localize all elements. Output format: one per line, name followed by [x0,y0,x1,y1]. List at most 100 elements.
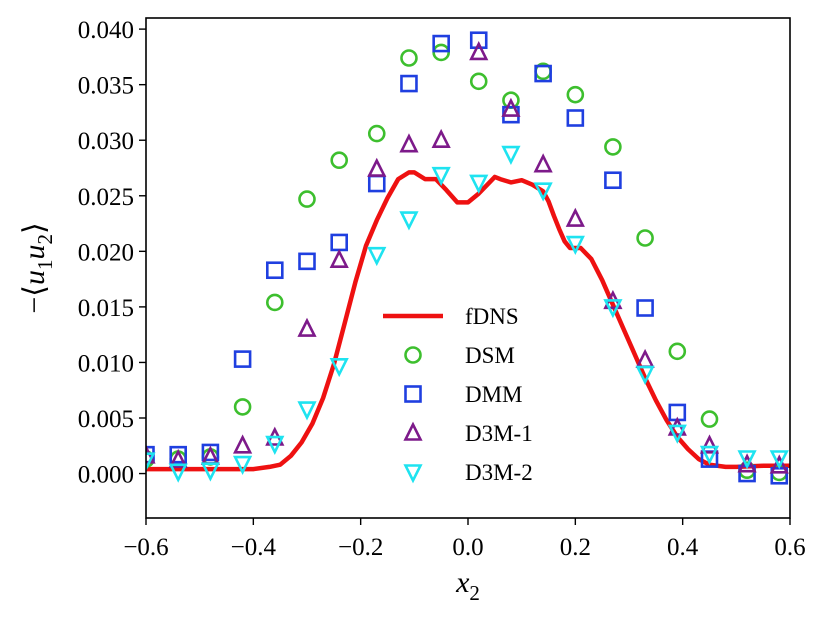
point-d3m-1-1 [168,448,188,469]
legend-label-dmm: DMM [465,382,523,407]
x-tick-label: 0.0 [452,534,483,561]
point-d3m-2-15 [635,365,655,385]
legend-swatch-dsm [404,346,422,364]
legend-label-fdns: fDNS [465,304,519,329]
point-d3m-1-12 [533,153,553,173]
point-dsm-17 [700,410,719,428]
plot-area [146,31,790,485]
point-d3m-2-7 [367,246,387,267]
point-d3m-1-11 [501,97,521,117]
point-d3m-1-3 [232,434,253,454]
legend-label-d3m-2: D3M-2 [465,460,533,485]
point-d3m-2-0 [146,452,156,472]
point-d3m-2-10 [469,174,489,194]
x-tick-label: 0.2 [560,534,591,561]
x-axis-label-sub: 2 [469,581,480,605]
y-axis-label-part: ⟨ [18,285,51,297]
point-dmm-2 [201,443,220,462]
point-d3m-2-1 [168,463,188,483]
point-dmm-4 [265,261,284,280]
point-dmm-1 [169,445,187,464]
y-tick-label: 0.030 [78,128,134,155]
point-dmm-5 [298,252,316,271]
legend-item-dmm: DMM [404,382,523,407]
point-dsm-4 [265,293,284,312]
legend-item-dsm: DSM [404,343,515,368]
point-d3m-1-18 [737,453,757,473]
y-tick-label: 0.020 [78,239,134,266]
y-axis-label-part: u [18,245,51,260]
point-d3m-2-8 [399,211,419,231]
point-dsm-15 [636,229,654,247]
point-dmm-9 [432,34,450,53]
y-axis-label-part: u [18,270,51,285]
point-d3m-1-19 [769,454,789,474]
axes: −0.6 −0.4 −0.2 0.0 0.2 0.4 0.6 0.000 0.005 0.010 0… [18,17,806,605]
legend-item-d3m-2: D3M-2 [403,460,533,485]
point-dsm-8 [400,49,418,67]
y-axis-label-part: 1 [33,260,57,271]
point-d3m-1-9 [431,128,451,149]
x-tick-label: 0.6 [774,534,805,561]
point-d3m-2-14 [603,299,623,319]
x-axis-label: x2 [455,566,480,605]
x-tick-label: −0.2 [338,534,383,561]
point-dsm-7 [367,124,386,143]
point-dsm-16 [668,342,687,361]
y-tick-label: 0.040 [78,17,134,44]
point-dmm-3 [233,350,252,368]
point-dsm-14 [604,138,622,156]
point-d3m-2-9 [431,166,451,187]
series-d3m-2 [146,145,789,483]
y-axis-label-part: − [18,297,51,314]
point-d3m-2-16 [667,424,687,444]
legend: fDNS DSM DMM D3M-1 D3M-2 [383,304,533,485]
point-d3m-1-13 [565,207,585,227]
point-dmm-13 [566,109,585,127]
legend-swatch-d3m-1 [403,421,423,441]
y-axis-label-part: ⟩ [18,222,51,234]
legend-item-d3m-1: D3M-1 [403,421,533,446]
point-dmm-15 [636,299,654,317]
point-d3m-2-2 [200,462,221,482]
point-dmm-7 [367,174,386,193]
y-tick-label: 0.010 [78,350,134,377]
point-d3m-2-18 [737,450,757,470]
series-fdns [146,170,790,472]
point-dsm-6 [330,151,349,170]
point-d3m-2-3 [232,455,253,475]
y-tick-label: 0.015 [78,295,134,322]
point-dsm-13 [566,85,585,104]
point-d3m-1-6 [329,248,349,269]
y-axis-label: −⟨u1u2⟩ [18,222,57,313]
y-tick-label: 0.000 [78,462,134,489]
x-axis-label-base: x [455,566,470,599]
point-d3m-1-10 [469,41,489,61]
legend-item-fdns: fDNS [383,304,519,329]
point-dsm-3 [233,398,252,416]
y-axis-label-part: 2 [33,234,57,245]
point-dmm-6 [330,233,349,252]
x-tick-label: −0.4 [231,534,277,561]
legend-swatch-d3m-2 [403,464,423,484]
point-d3m-1-8 [399,133,419,153]
legend-label-dsm: DSM [465,343,515,368]
point-d3m-2-13 [565,235,585,255]
point-d3m-1-5 [297,317,317,337]
point-d3m-2-6 [329,357,349,378]
line-fdns [146,170,790,472]
series-dsm [146,43,789,482]
point-d3m-2-4 [265,435,285,455]
point-dsm-5 [298,190,316,208]
point-dmm-10 [469,31,488,50]
point-dsm-9 [432,43,450,62]
point-d3m-2-11 [501,145,521,165]
legend-label-d3m-1: D3M-1 [465,421,533,446]
x-tick-label: −0.6 [123,534,168,561]
point-dmm-12 [534,64,552,83]
y-tick-label: 0.035 [78,73,134,100]
y-tick-label: 0.025 [78,184,134,211]
point-d3m-2-5 [297,401,317,421]
point-dmm-14 [604,171,622,190]
